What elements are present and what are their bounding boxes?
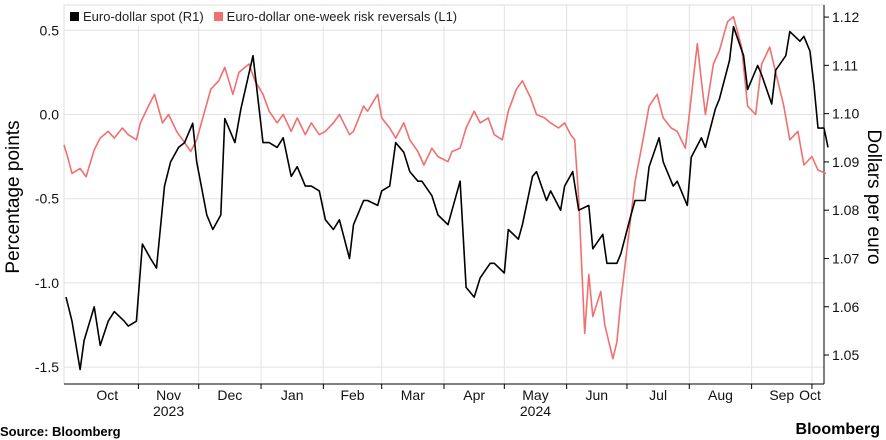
x-tick-label: Apr <box>463 387 485 403</box>
left-tick-label: 0.0 <box>40 106 60 122</box>
left-axis-label: Percentage points <box>3 120 24 274</box>
right-tick-label: 1.07 <box>832 250 859 266</box>
x-tick-label: Jul <box>649 387 667 403</box>
x-tick-label: Dec <box>217 387 242 403</box>
right-axis-label: Dollars per euro <box>863 129 884 265</box>
legend-label-risk-reversals: Euro-dollar one-week risk reversals (L1) <box>226 8 458 24</box>
x-tick-label: Mar <box>401 387 425 403</box>
x-tick-label: Nov <box>156 387 181 403</box>
right-tick-label: 1.12 <box>832 9 859 25</box>
right-tick-label: 1.05 <box>832 347 859 363</box>
x-tick-label: May <box>522 387 548 403</box>
right-axis-ticks: 1.12 1.11 1.10 1.09 1.08 1.07 1.06 1.05 <box>824 9 859 363</box>
x-tick-label: Jan <box>281 387 304 403</box>
right-tick-label: 1.08 <box>832 202 859 218</box>
x-tick-label: Aug <box>708 387 733 403</box>
x-tick-label: Jun <box>586 387 609 403</box>
x-tick-label: Oct <box>96 387 118 403</box>
legend-label-spot: Euro-dollar spot (R1) <box>83 8 204 24</box>
left-tick-label: -0.5 <box>35 191 59 207</box>
left-axis-ticks: 0.5 0.0 -0.5 -1.0 -1.5 <box>35 22 59 375</box>
legend-item-risk-reversals: Euro-dollar one-week risk reversals (L1) <box>213 8 458 24</box>
x-year-label: 2024 <box>520 403 551 419</box>
legend-swatch-risk-reversals <box>213 11 223 21</box>
left-tick-label: 0.5 <box>40 22 60 38</box>
source-note: Source: Bloomberg <box>0 424 121 439</box>
brand-logo: Bloomberg <box>795 421 880 438</box>
right-tick-label: 1.11 <box>832 57 858 73</box>
x-year-label: 2023 <box>153 403 184 419</box>
legend-item-spot: Euro-dollar spot (R1) <box>70 9 204 24</box>
legend: Euro-dollar spot (R1) Euro-dollar one-we… <box>66 6 474 26</box>
left-tick-label: -1.0 <box>35 275 59 291</box>
x-tick-label: Feb <box>340 387 364 403</box>
right-tick-label: 1.06 <box>832 299 859 315</box>
right-tick-label: 1.09 <box>832 154 859 170</box>
right-tick-label: 1.10 <box>832 106 859 122</box>
series-layer <box>63 16 829 371</box>
series-line-spot <box>65 25 829 371</box>
legend-swatch-spot <box>70 11 79 21</box>
series-line-risk-reversals <box>63 16 827 360</box>
x-tick-label: Oct <box>799 387 821 403</box>
x-axis-ticks: Oct Nov Dec Jan Feb Mar Apr May Jun Jul Aug Sep Oct 2… <box>96 384 821 419</box>
x-tick-label: Sep <box>769 387 794 403</box>
grid <box>64 5 824 384</box>
left-tick-label: -1.5 <box>35 359 59 375</box>
